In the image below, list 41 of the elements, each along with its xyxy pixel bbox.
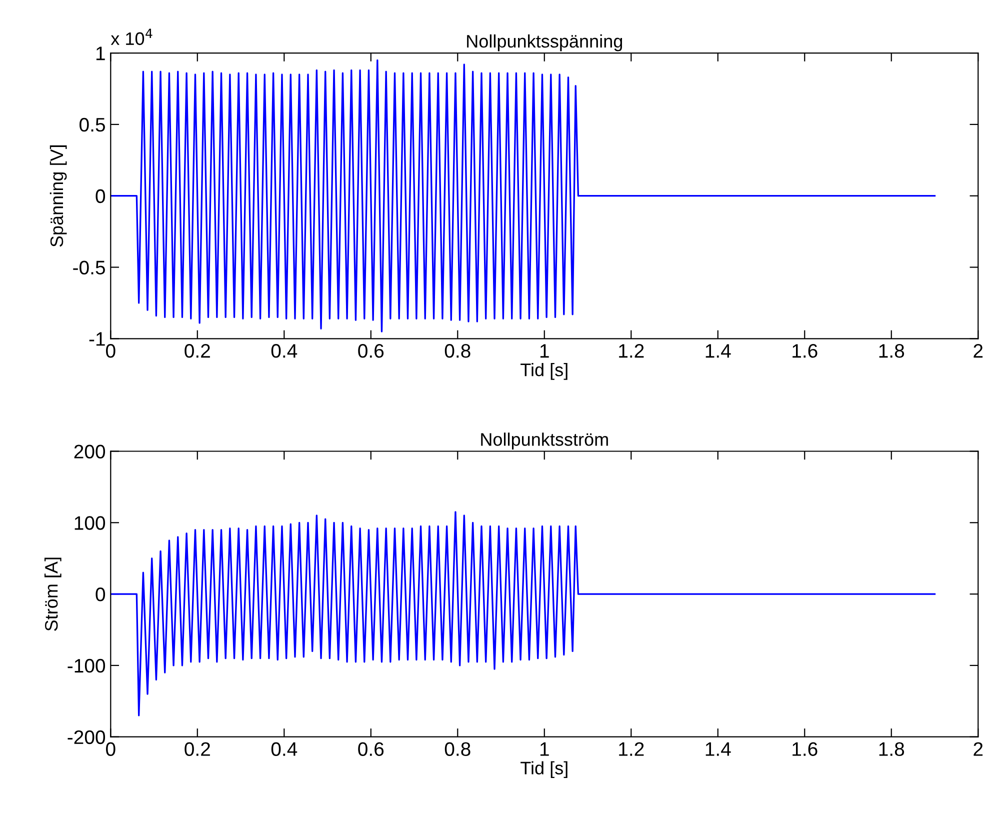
x-tick-label: 1.4 (706, 344, 731, 358)
chart-title: Nollpunktsström (481, 432, 608, 450)
x-axis-title: Tid [s] (520, 363, 568, 380)
y-tick-label: -0.5 (73, 260, 105, 274)
line-series (110, 59, 936, 332)
y-tick-label: -100 (68, 658, 106, 673)
chart-title: Nollpunktsspänning (467, 34, 622, 52)
x-tick-label: 0.6 (358, 742, 384, 756)
x-tick-label: 0.4 (271, 742, 298, 756)
x-tick-label: 1.2 (619, 344, 644, 358)
line-series (110, 511, 936, 716)
y-tick-label: 200 (74, 444, 106, 458)
x-tick-label: 1.8 (879, 344, 904, 358)
x-tick-label: 1.8 (879, 742, 904, 756)
y-tick-label: 0 (96, 189, 106, 204)
x-tick-label: 0.8 (444, 742, 470, 756)
y-tick-label: -200 (68, 730, 106, 744)
y-axis-title: Spänning [V] (50, 145, 67, 247)
x-axis-title: Tid [s] (520, 761, 568, 778)
y-tick-label: 0 (96, 588, 106, 602)
x-tick-label: 1 (540, 742, 549, 756)
x-tick-label: 1.6 (792, 742, 818, 756)
x-tick-label: 1.6 (792, 344, 818, 358)
y-tick-label: 0.5 (80, 118, 105, 132)
x-tick-label: 1 (540, 344, 549, 358)
x-tick-label: 0.2 (184, 344, 210, 358)
x-tick-label: 0.2 (184, 742, 210, 756)
y-tick-label: 1 (96, 46, 105, 60)
x-tick-label: 0 (106, 344, 116, 358)
text: x 10$^{4}$ (110, 28, 152, 46)
x-tick-label: 0 (106, 742, 116, 756)
x-tick-label: 0.8 (444, 344, 470, 358)
x-tick-label: 0.4 (271, 344, 298, 358)
x-tick-label: 2 (974, 742, 983, 756)
x-tick-label: 2 (974, 344, 983, 358)
y-tick-label: -1 (89, 332, 105, 346)
x-tick-label: 0.6 (358, 344, 384, 358)
x-tick-label: 1.2 (619, 742, 644, 756)
y-axis-title: Ström [A] (44, 558, 62, 631)
x-tick-label: 1.4 (706, 742, 731, 756)
y-tick-label: 100 (74, 516, 106, 530)
